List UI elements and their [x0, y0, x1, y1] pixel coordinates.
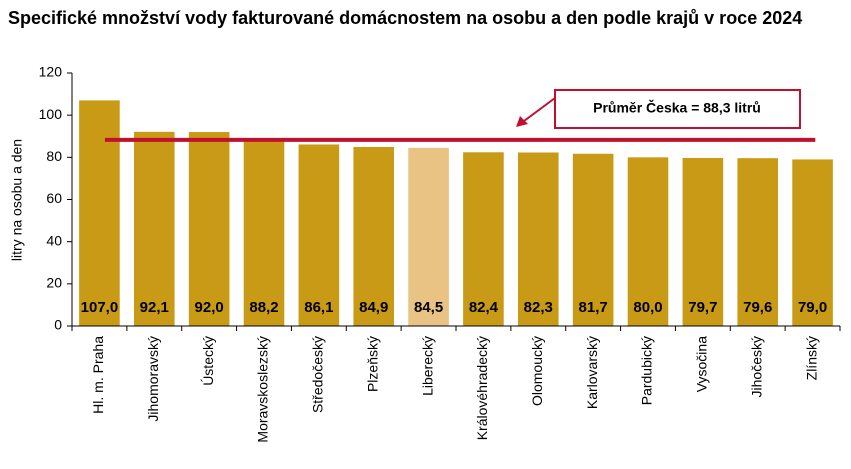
value-label: 81,7	[579, 299, 608, 316]
bar	[353, 147, 395, 326]
value-label: 82,3	[524, 299, 553, 316]
y-tick-label: 100	[39, 106, 63, 122]
bar	[243, 140, 285, 326]
bar	[517, 152, 559, 326]
annotation-arrowhead	[516, 116, 528, 127]
x-tick-label: Karlovarský	[584, 336, 600, 409]
bar	[792, 159, 833, 326]
value-label: 92,1	[140, 299, 169, 316]
x-tick-label: Hl. m. Praha	[90, 336, 106, 414]
y-tick-label: 40	[46, 232, 62, 248]
bar	[188, 132, 230, 326]
x-tick-label: Pardubický	[639, 336, 655, 405]
value-label: 86,1	[304, 299, 333, 316]
bar	[79, 100, 120, 327]
value-label: 79,6	[743, 299, 772, 316]
y-tick-label: 60	[46, 190, 62, 206]
value-label: 88,2	[249, 299, 278, 316]
x-tick-label: Ústecký	[200, 336, 216, 386]
value-label: 79,7	[688, 299, 717, 316]
value-label: 82,4	[469, 299, 499, 316]
value-label: 107,0	[81, 299, 119, 316]
bar	[408, 147, 449, 326]
y-tick-label: 20	[46, 275, 62, 291]
bar	[572, 153, 614, 326]
x-tick-label: Liberecký	[419, 336, 435, 396]
bar	[682, 157, 724, 326]
bar	[463, 152, 504, 326]
annotation: Průměr Česka = 88,3 litrů	[593, 99, 761, 116]
y-tick-label: 0	[54, 317, 62, 333]
bar	[627, 157, 669, 326]
annotation-box	[554, 89, 801, 129]
x-tick-label: Královéhradecký	[474, 336, 490, 440]
x-tick-label: Olomoucký	[529, 336, 545, 406]
x-tick-label: Vysočina	[694, 336, 710, 393]
bar	[133, 131, 175, 326]
x-tick-label: Jihočeský	[748, 336, 764, 397]
value-label: 92,0	[195, 299, 224, 316]
y-tick-label: 120	[39, 64, 63, 80]
y-axis-label: litry na osobu a den	[9, 139, 25, 261]
value-label: 84,5	[414, 299, 443, 316]
x-tick-label: Zlínský	[803, 336, 819, 380]
chart-title: Specifické množství vody fakturované dom…	[8, 8, 803, 28]
x-tick-label: Středočeský	[310, 336, 326, 413]
y-tick-label: 80	[46, 148, 62, 164]
x-tick-label: Jihomoravský	[145, 336, 161, 422]
annotation-arrow	[523, 97, 556, 122]
x-tick-label: Moravskoslezský	[255, 336, 271, 443]
value-label: 79,0	[798, 299, 827, 316]
bar	[298, 144, 340, 326]
value-label: 84,9	[359, 299, 388, 316]
x-tick-label: Plzeňský	[364, 336, 380, 392]
value-label: 80,0	[633, 299, 662, 316]
bar	[737, 158, 779, 326]
